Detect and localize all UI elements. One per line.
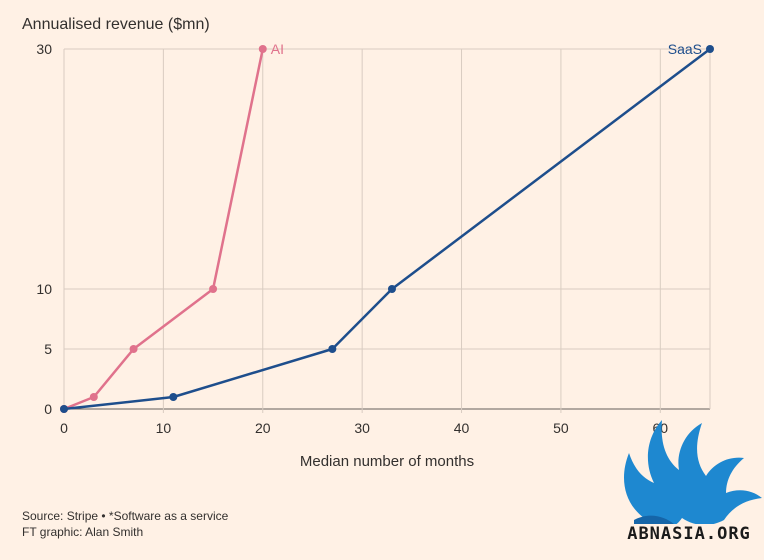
- watermark-text: ABNASIA.ORG: [614, 524, 764, 544]
- x-tick-label: 10: [156, 420, 172, 436]
- series-label-ai: AI: [271, 41, 284, 57]
- data-point-saas: [328, 345, 337, 353]
- x-tick-label: 20: [255, 420, 271, 436]
- y-axis-ticks: 0 5 10 30: [36, 41, 52, 417]
- data-point-saas: [387, 285, 396, 293]
- series-labels: AI SaaS: [271, 41, 702, 57]
- data-point-ai: [89, 393, 98, 401]
- x-axis-ticks: 0102030405060: [60, 420, 668, 436]
- graphic-credit: FT graphic: Alan Smith: [22, 525, 144, 539]
- y-axis-label: Annualised revenue ($mn): [22, 16, 210, 33]
- series-label-saas: SaaS: [668, 41, 702, 57]
- y-tick-label: 5: [44, 341, 52, 357]
- data-point-saas: [60, 405, 68, 413]
- source-text: Source: Stripe • *Software as a service: [22, 509, 229, 523]
- x-tick-label: 50: [553, 420, 569, 436]
- series-group: [60, 45, 714, 413]
- source-note: Source: Stripe • *Software as a service …: [22, 508, 228, 540]
- data-point-ai: [129, 345, 138, 353]
- x-tick-label: 0: [60, 420, 68, 436]
- grid-lines: [63, 48, 711, 413]
- data-point-saas: [706, 45, 714, 53]
- x-tick-label: 40: [454, 420, 470, 436]
- data-point-ai: [258, 45, 267, 53]
- data-point-ai: [209, 285, 218, 293]
- y-tick-label: 30: [36, 41, 52, 57]
- x-tick-label: 30: [354, 420, 370, 436]
- y-tick-label: 10: [36, 281, 52, 297]
- series-line-saas: [63, 48, 711, 411]
- data-point-saas: [169, 393, 178, 401]
- x-axis-label: Median number of months: [300, 453, 474, 470]
- y-tick-label: 0: [44, 401, 52, 417]
